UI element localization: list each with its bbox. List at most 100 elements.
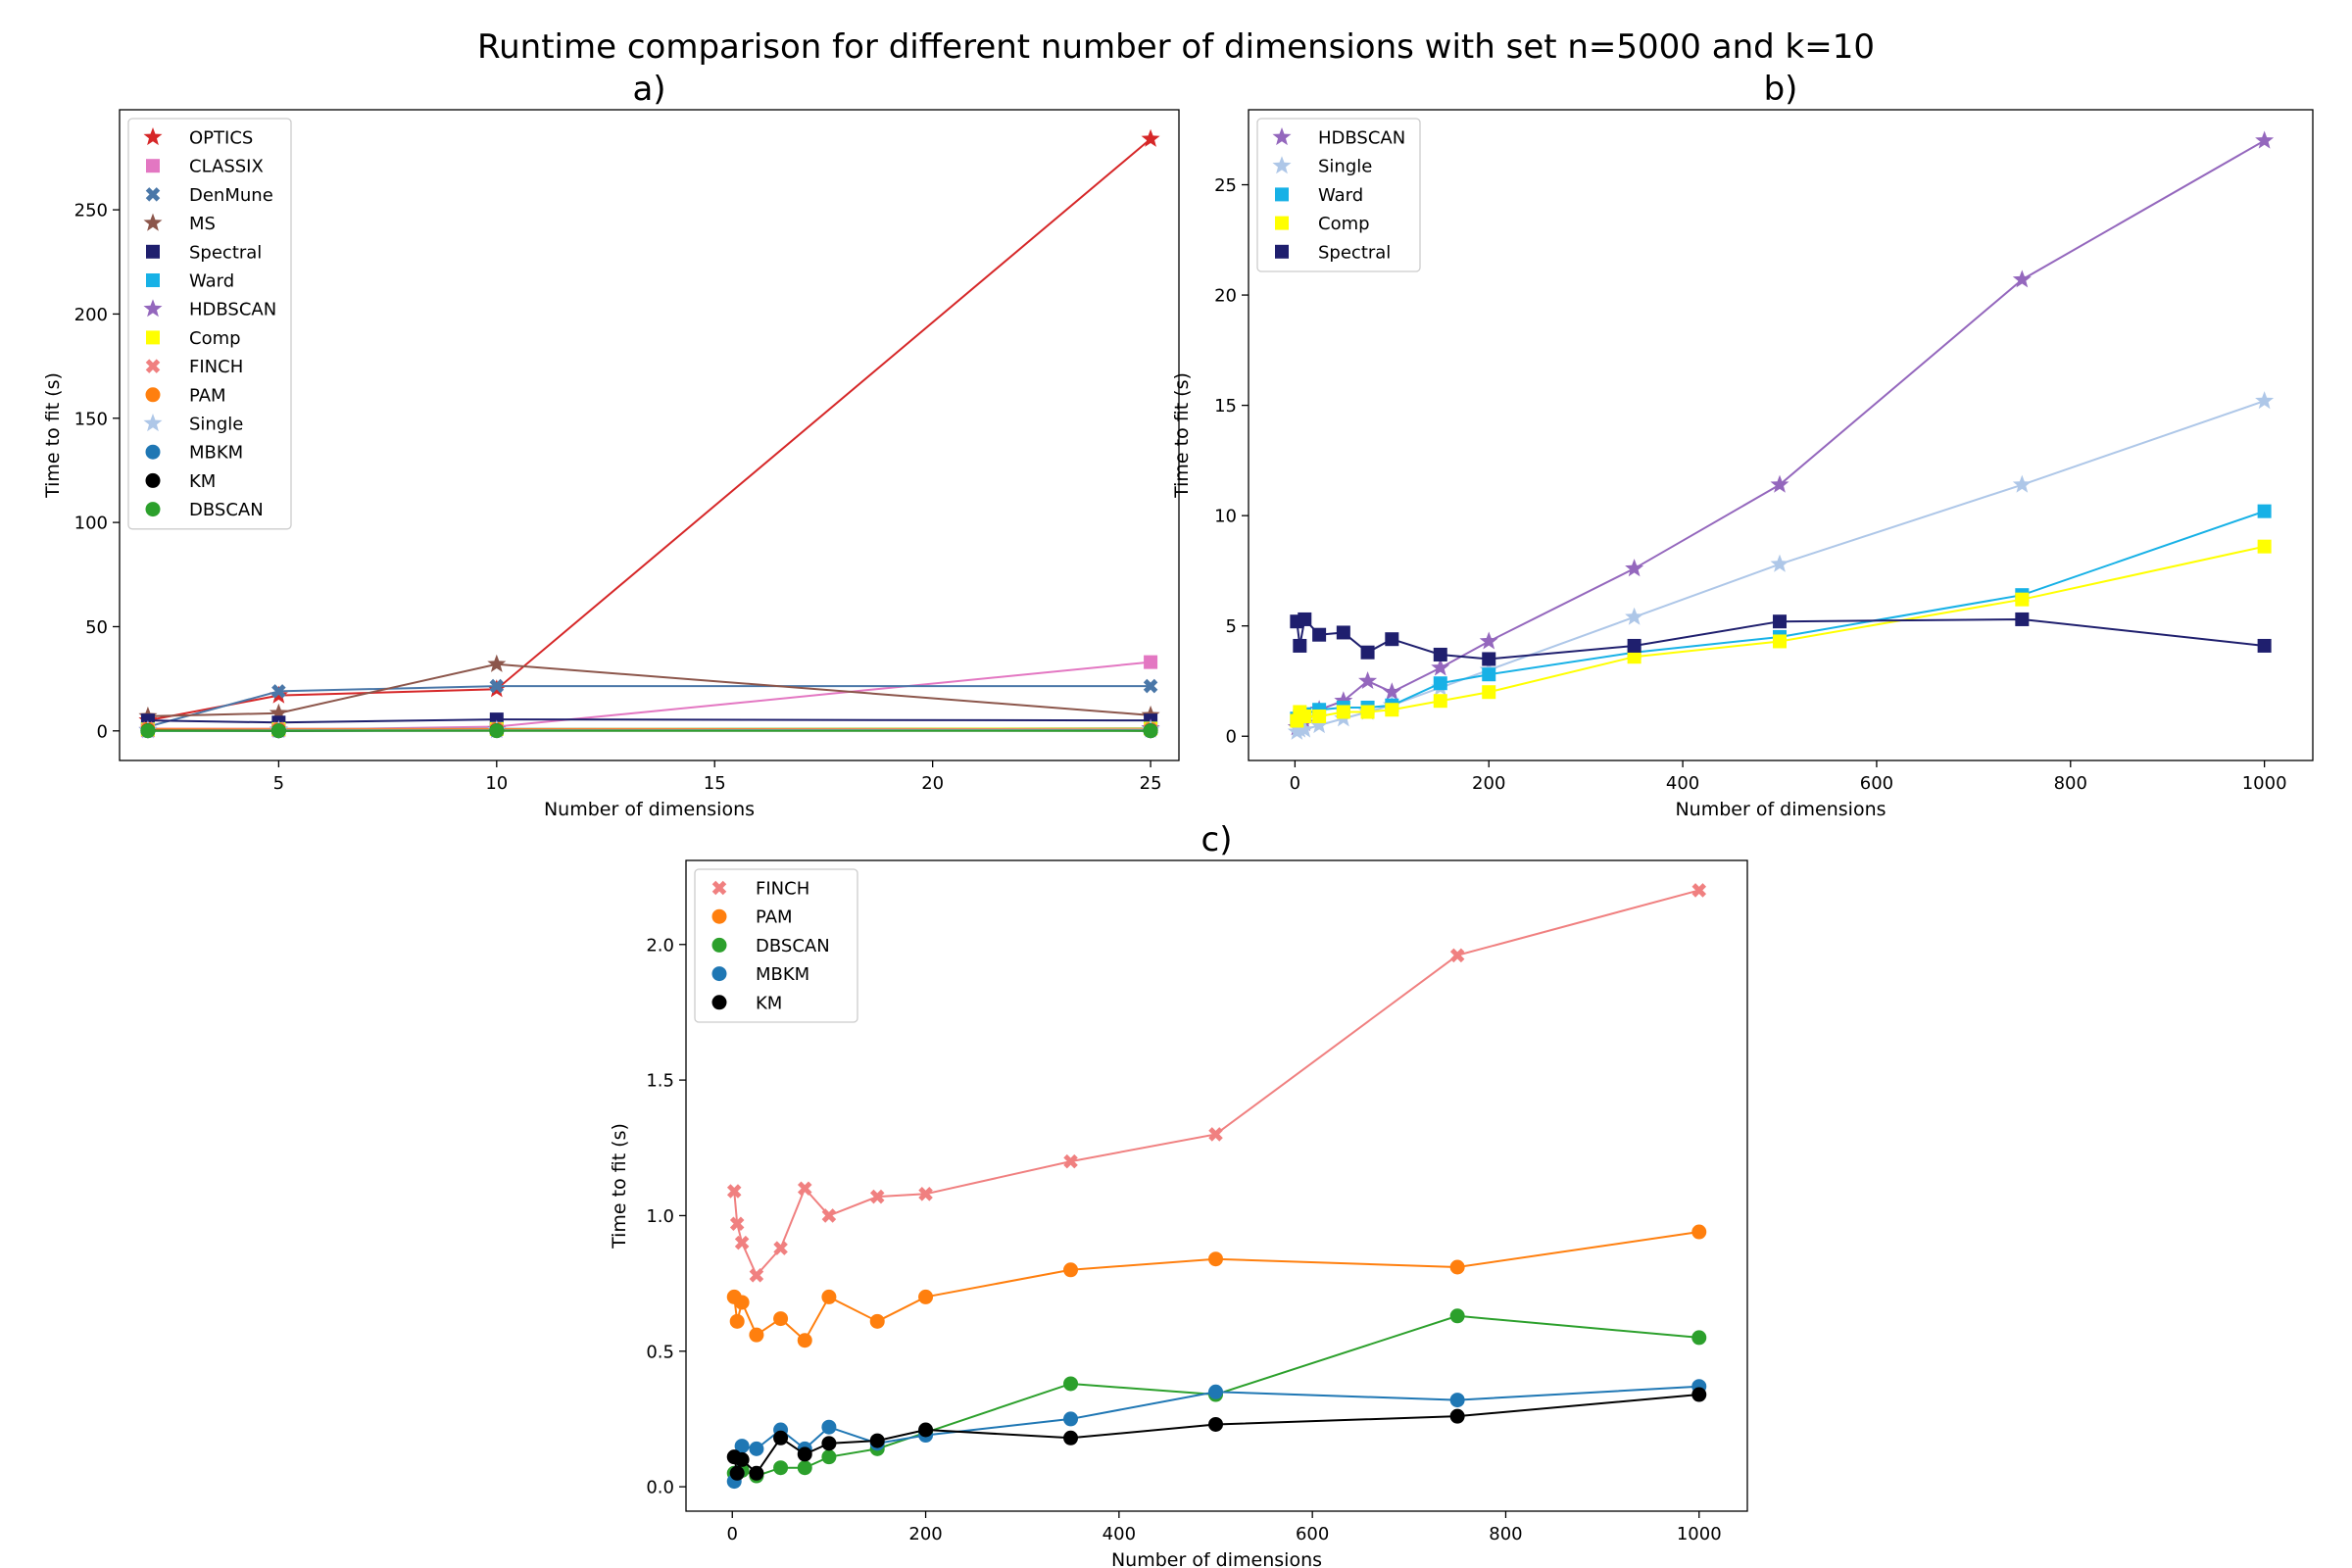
- data-point: [869, 1189, 885, 1204]
- x-tick-label: 1000: [2242, 773, 2287, 794]
- data-point: [1449, 1393, 1465, 1408]
- data-point: [734, 1451, 750, 1467]
- legend-label: Comp: [189, 328, 241, 349]
- data-point: [1482, 685, 1496, 700]
- legend-marker: [145, 502, 161, 517]
- data-point: [1479, 631, 1498, 650]
- legend-label: Spectral: [189, 242, 262, 263]
- legend: HDBSCAN Single Ward Comp Spectral: [1256, 118, 1421, 272]
- data-point: [1773, 634, 1788, 649]
- data-point: [1208, 1127, 1223, 1142]
- series-km: [726, 1387, 1707, 1481]
- data-point: [1298, 612, 1312, 626]
- legend-marker: [711, 995, 727, 1010]
- x-tick-label: 15: [704, 773, 726, 794]
- legend-label: PAM: [756, 907, 793, 928]
- data-point: [1063, 1376, 1079, 1392]
- x-tick-label: 800: [2054, 773, 2087, 794]
- legend-marker: [145, 387, 161, 403]
- legend-marker: [145, 187, 161, 202]
- legend-marker: [1272, 127, 1292, 146]
- data-point: [1482, 652, 1496, 666]
- legend-label: Ward: [1318, 185, 1363, 206]
- data-point: [1360, 645, 1375, 660]
- x-tick-label: 10: [485, 773, 508, 794]
- data-point: [726, 1184, 742, 1199]
- y-tick-label: 150: [74, 409, 108, 429]
- series-classix: [140, 655, 1158, 738]
- data-point: [1433, 694, 1447, 709]
- legend-marker: [145, 444, 161, 460]
- legend-marker: [711, 966, 727, 982]
- data-point: [869, 1433, 885, 1448]
- y-tick-label: 20: [1214, 286, 1237, 307]
- y-axis-label: Time to fit (s): [1171, 372, 1193, 499]
- legend-marker: [146, 330, 160, 345]
- plot-area: [138, 128, 1160, 739]
- series-line: [147, 138, 1152, 722]
- data-point: [1298, 709, 1312, 723]
- y-tick-label: 0.5: [646, 1342, 674, 1362]
- legend-label: MBKM: [756, 964, 809, 985]
- x-tick-label: 400: [1666, 773, 1699, 794]
- data-point: [487, 654, 507, 672]
- data-point: [1627, 638, 1642, 653]
- series-line: [733, 889, 1700, 1278]
- y-tick-label: 25: [1214, 175, 1237, 196]
- data-point: [1336, 625, 1350, 640]
- legend-marker: [143, 127, 163, 146]
- x-axis-label: Number of dimensions: [1675, 799, 1886, 820]
- data-point: [1625, 607, 1644, 625]
- legend-label: KM: [756, 993, 782, 1013]
- legend-label: Single: [1318, 157, 1372, 177]
- data-point: [1482, 667, 1496, 682]
- y-tick-label: 0.0: [646, 1478, 674, 1498]
- data-point: [773, 1460, 789, 1476]
- data-point: [1449, 1308, 1465, 1324]
- data-point: [1295, 719, 1314, 738]
- x-tick-label: 800: [1489, 1524, 1522, 1544]
- panel-title: c): [1201, 820, 1233, 859]
- data-point: [140, 723, 156, 739]
- legend-label: DenMune: [189, 185, 273, 206]
- legend-label: DBSCAN: [756, 936, 830, 956]
- data-point: [749, 1268, 764, 1283]
- data-point: [918, 1289, 934, 1304]
- data-point: [797, 1333, 812, 1348]
- data-point: [1336, 705, 1350, 719]
- data-point: [2257, 638, 2272, 653]
- data-point: [1208, 1251, 1224, 1267]
- plot-area: [726, 883, 1707, 1490]
- legend-label: HDBSCAN: [1318, 128, 1405, 149]
- y-tick-label: 5: [1226, 616, 1237, 637]
- data-point: [1309, 714, 1329, 734]
- legend: FINCH PAM DBSCAN MBKM KM: [694, 868, 858, 1023]
- data-point: [1433, 676, 1447, 691]
- plot-area: [1287, 130, 2275, 740]
- data-point: [734, 1235, 750, 1250]
- data-point: [1334, 691, 1353, 710]
- legend-marker: [711, 908, 727, 924]
- data-point: [773, 1241, 788, 1255]
- data-point: [821, 1208, 837, 1223]
- legend-marker: [711, 937, 727, 953]
- data-point: [2012, 270, 2032, 288]
- data-point: [2257, 504, 2272, 518]
- data-point: [1360, 705, 1375, 719]
- data-point: [821, 1419, 837, 1435]
- legend-label: PAM: [189, 385, 226, 406]
- data-point: [1433, 647, 1447, 662]
- x-tick-label: 5: [273, 773, 284, 794]
- legend-marker: [1272, 156, 1292, 174]
- data-point: [271, 684, 286, 699]
- y-tick-label: 15: [1214, 396, 1237, 416]
- x-tick-label: 0: [1290, 773, 1300, 794]
- data-point: [1385, 703, 1399, 717]
- series-spectral: [1290, 612, 2272, 666]
- data-point: [1143, 723, 1158, 739]
- y-tick-label: 0: [97, 721, 108, 742]
- legend-box: [127, 118, 292, 530]
- data-point: [734, 1295, 750, 1310]
- x-tick-label: 600: [1296, 1524, 1329, 1544]
